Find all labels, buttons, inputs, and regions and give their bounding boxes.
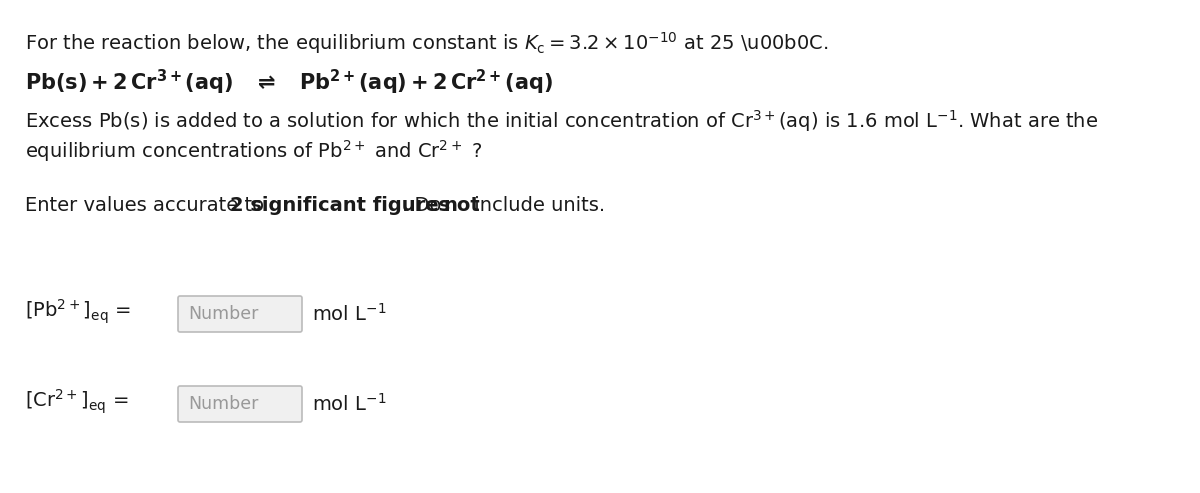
Text: Enter values accurate to: Enter values accurate to: [25, 196, 270, 215]
Text: For the reaction below, the equilibrium constant is $K_{\mathrm{c}}= 3.2\times 1: For the reaction below, the equilibrium …: [25, 30, 828, 56]
Text: include units.: include units.: [468, 196, 605, 215]
Text: not: not: [443, 196, 480, 215]
Text: Number: Number: [188, 395, 258, 413]
Text: mol L$^{-1}$: mol L$^{-1}$: [312, 303, 386, 325]
Text: $\mathbf{Pb(s) + 2\,Cr^{3+}(aq) \quad \rightleftharpoons \quad Pb^{2+}(aq) + 2\,: $\mathbf{Pb(s) + 2\,Cr^{3+}(aq) \quad \r…: [25, 68, 553, 97]
Text: Excess Pb(s) is added to a solution for which the initial concentration of $\mat: Excess Pb(s) is added to a solution for …: [25, 108, 1098, 134]
Text: $[\mathrm{Pb^{2+}}]_{\mathrm{eq}}$ =: $[\mathrm{Pb^{2+}}]_{\mathrm{eq}}$ =: [25, 298, 131, 326]
Text: mol L$^{-1}$: mol L$^{-1}$: [312, 393, 386, 415]
Text: equilibrium concentrations of $\mathrm{Pb^{2+}}$ and $\mathrm{Cr^{2+}}$ ?: equilibrium concentrations of $\mathrm{P…: [25, 138, 482, 164]
Text: . Do: . Do: [402, 196, 448, 215]
Text: $[\mathrm{Cr^{2+}}]_{\mathrm{eq}}$ =: $[\mathrm{Cr^{2+}}]_{\mathrm{eq}}$ =: [25, 388, 128, 417]
FancyBboxPatch shape: [178, 296, 302, 332]
Text: Number: Number: [188, 305, 258, 323]
Text: 2 significant figures: 2 significant figures: [230, 196, 450, 215]
FancyBboxPatch shape: [178, 386, 302, 422]
